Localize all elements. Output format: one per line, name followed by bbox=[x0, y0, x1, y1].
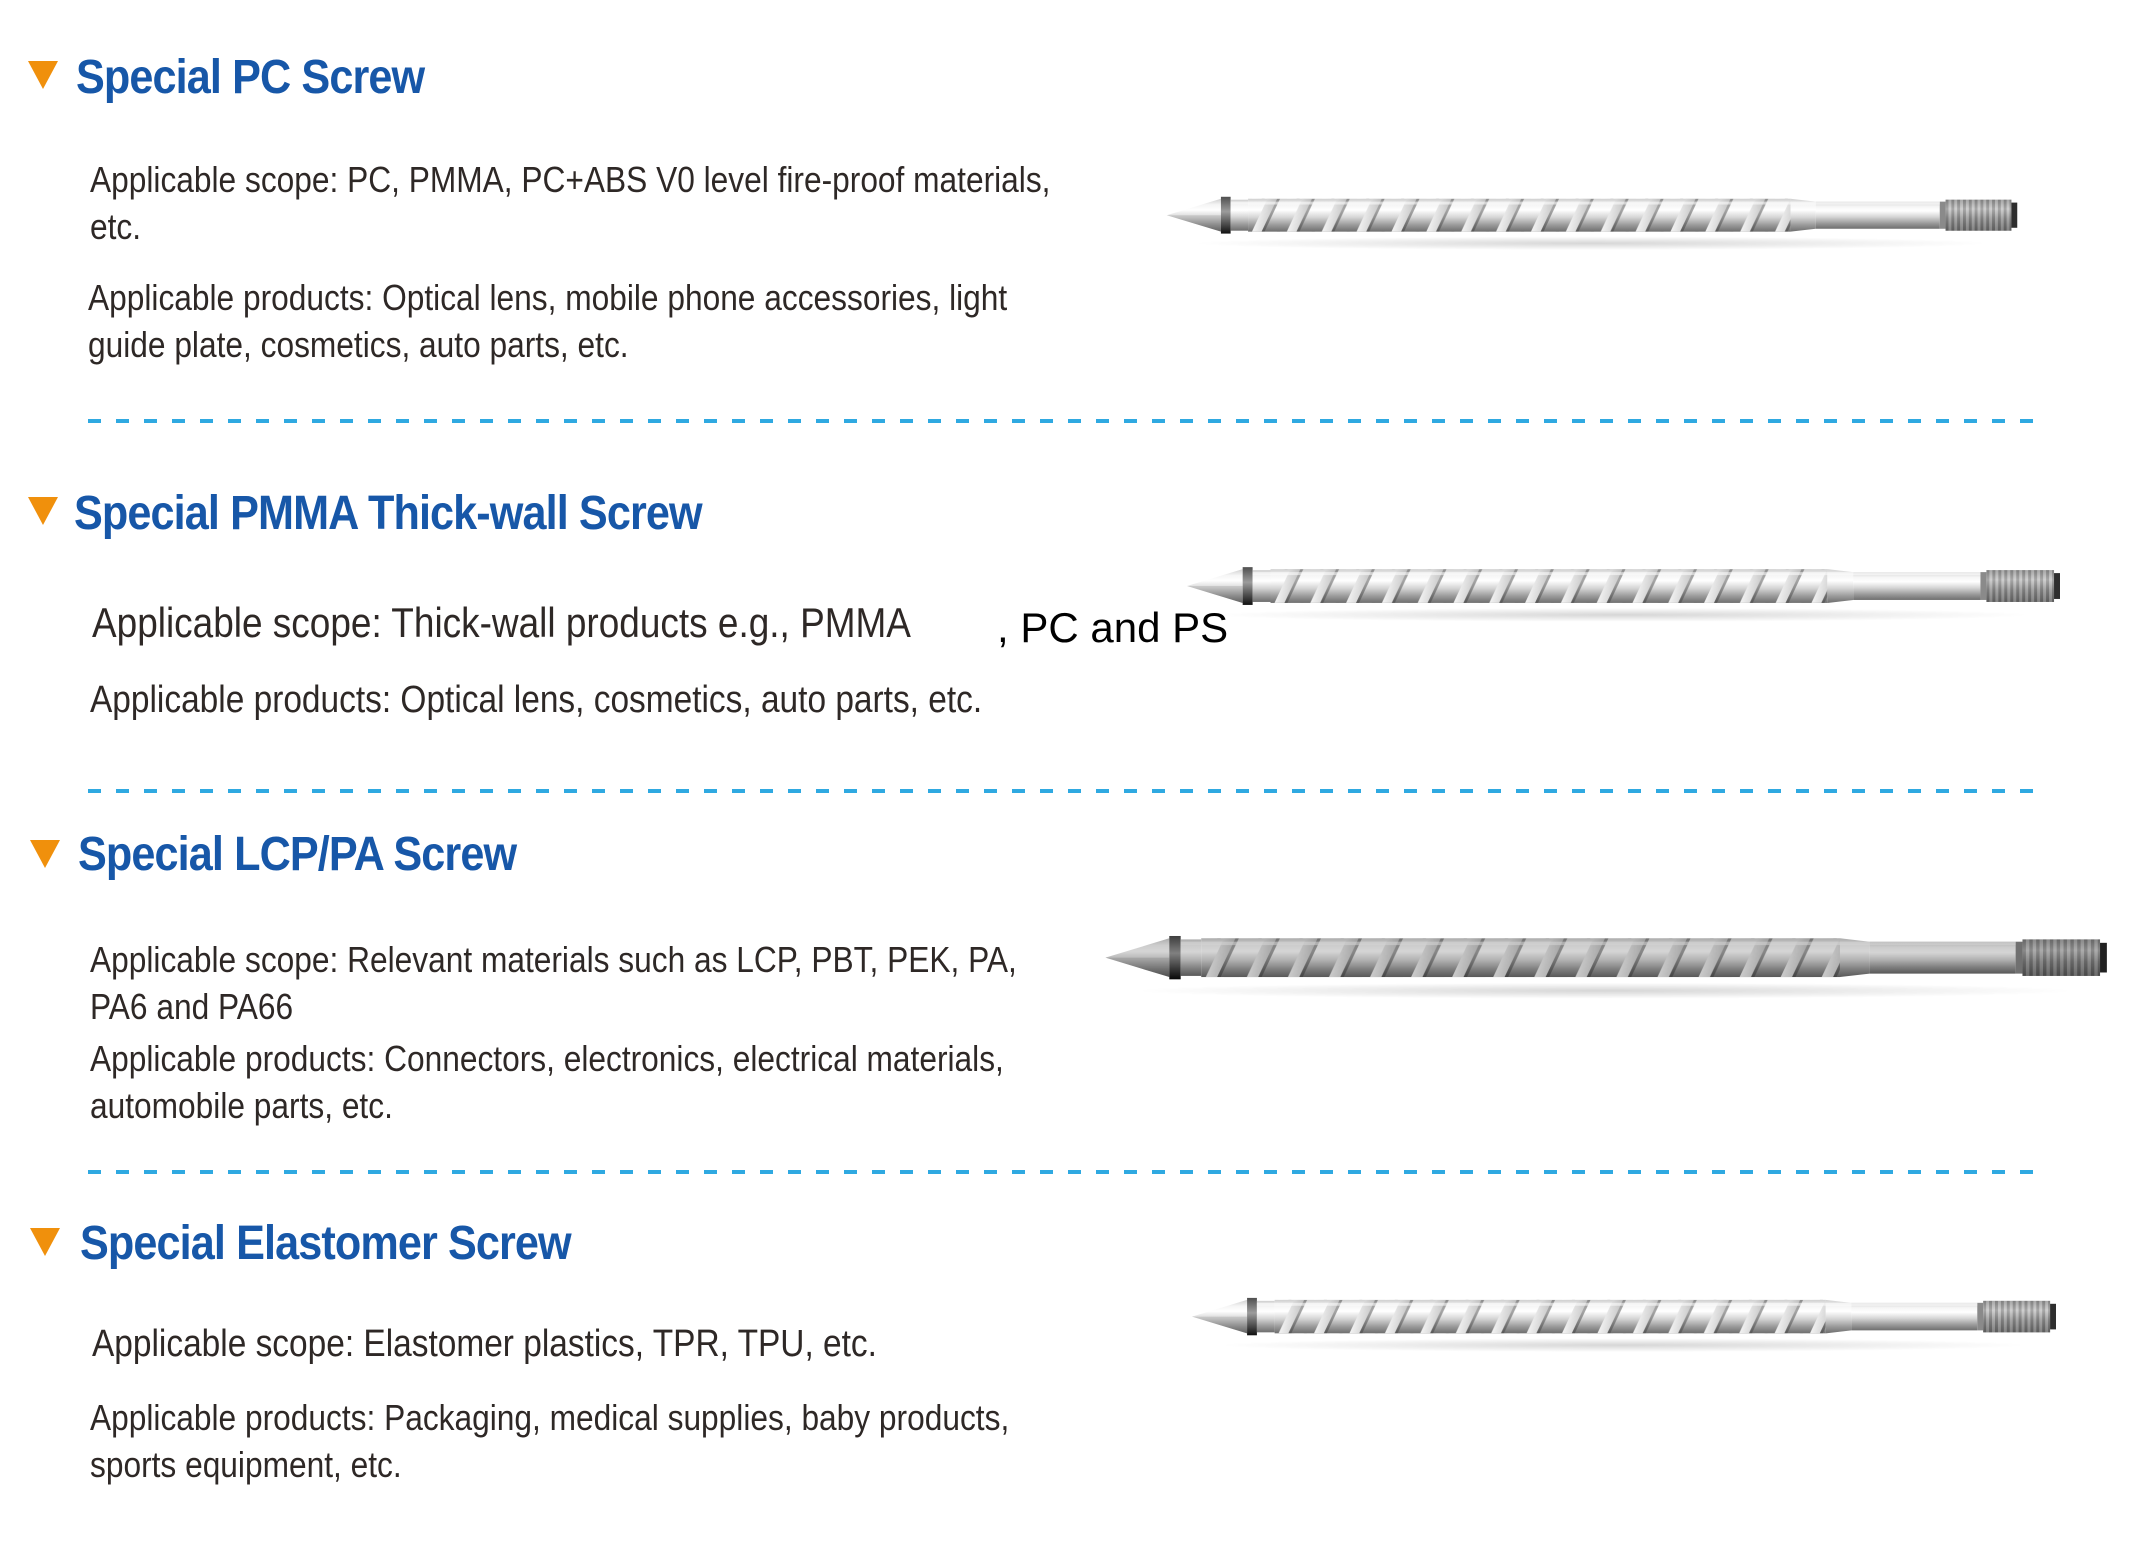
section-heading: Special PMMA Thick-wall Screw bbox=[74, 486, 771, 541]
pc-screw-photo bbox=[1166, 196, 2018, 251]
products-line: Applicable products: Optical lens, cosme… bbox=[90, 679, 983, 721]
products-line: sports equipment, etc. bbox=[90, 1444, 402, 1485]
section-pmma-thick-wall-screw: Special PMMA Thick-wall Screw Applicable… bbox=[0, 420, 2135, 790]
applicable-products-paragraph: Applicable products: Connectors, electro… bbox=[90, 1035, 1128, 1129]
scope-line: Applicable scope: Thick-wall products e.… bbox=[92, 599, 911, 646]
scope-line: etc. bbox=[90, 206, 142, 247]
section-heading: Special Elastomer Screw bbox=[80, 1216, 625, 1271]
products-line: guide plate, cosmetics, auto parts, etc. bbox=[88, 324, 629, 365]
applicable-scope-paragraph: Applicable scope: Thick-wall products e.… bbox=[92, 598, 2135, 651]
applicable-scope-paragraph: Applicable scope: Elastomer plastics, TP… bbox=[92, 1320, 984, 1367]
section-marker-triangle-icon bbox=[28, 61, 58, 89]
section-divider bbox=[88, 1170, 2038, 1174]
products-line: Applicable products: Packaging, medical … bbox=[90, 1397, 1010, 1438]
scope-line: Applicable scope: PC, PMMA, PC+ABS V0 le… bbox=[90, 159, 1051, 200]
applicable-scope-paragraph: Applicable scope: Relevant materials suc… bbox=[90, 936, 1143, 1030]
section-divider bbox=[88, 419, 2038, 423]
products-line: automobile parts, etc. bbox=[90, 1085, 393, 1126]
applicable-products-paragraph: Applicable products: Packaging, medical … bbox=[90, 1394, 1135, 1488]
products-line: Applicable products: Optical lens, mobil… bbox=[88, 277, 1008, 318]
section-heading-text: Special PC Screw bbox=[76, 51, 425, 104]
scope-line: Applicable scope: Relevant materials suc… bbox=[90, 939, 1017, 980]
section-marker-triangle-icon bbox=[30, 840, 60, 868]
scope-line: Applicable scope: Elastomer plastics, TP… bbox=[92, 1323, 877, 1365]
section-marker-triangle-icon bbox=[28, 497, 58, 525]
applicable-products-paragraph: Applicable products: Optical lens, mobil… bbox=[88, 274, 1133, 368]
applicable-products-paragraph: Applicable products: Optical lens, cosme… bbox=[90, 676, 1104, 723]
section-heading: Special LCP/PA Screw bbox=[78, 827, 565, 882]
section-divider bbox=[88, 789, 2038, 793]
section-pc-screw: Special PC Screw Applicable scope: PC, P… bbox=[0, 0, 2135, 420]
section-heading-text: Special PMMA Thick-wall Screw bbox=[74, 487, 703, 540]
scope-suffix-annotation: , PC and PS bbox=[997, 604, 1229, 651]
section-heading-text: Special Elastomer Screw bbox=[80, 1217, 572, 1270]
elastomer-screw-photo bbox=[1191, 1297, 2056, 1353]
products-line: Applicable products: Connectors, electro… bbox=[90, 1038, 1004, 1079]
lcp-pa-screw-photo bbox=[1105, 935, 2107, 999]
section-marker-triangle-icon bbox=[30, 1228, 60, 1256]
pmma-thick-wall-screw-photo bbox=[1186, 567, 2060, 622]
section-elastomer-screw: Special Elastomer Screw Applicable scope… bbox=[0, 1171, 2135, 1542]
section-lcp-pa-screw: Special LCP/PA Screw Applicable scope: R… bbox=[0, 790, 2135, 1170]
applicable-scope-paragraph: Applicable scope: PC, PMMA, PC+ABS V0 le… bbox=[90, 156, 1181, 250]
section-heading-text: Special LCP/PA Screw bbox=[78, 828, 517, 881]
scope-line: PA6 and PA66 bbox=[90, 986, 294, 1027]
section-heading: Special PC Screw bbox=[76, 50, 463, 105]
